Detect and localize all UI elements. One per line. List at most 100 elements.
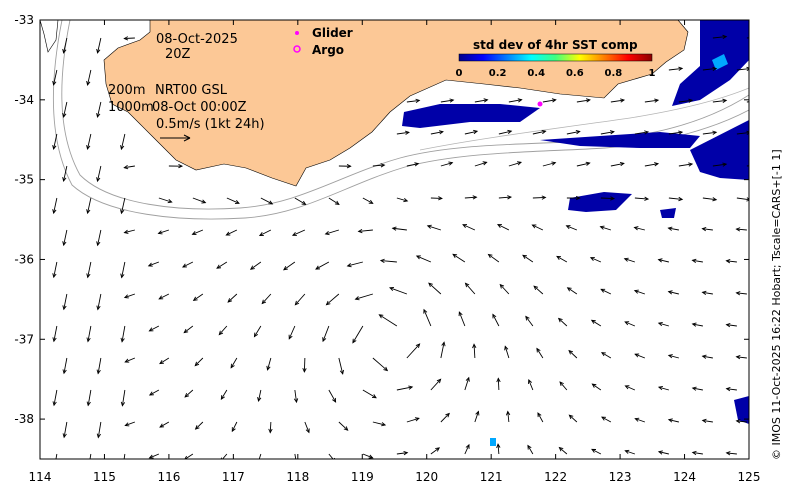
current-vector-head bbox=[701, 354, 707, 359]
current-vector-head bbox=[591, 383, 597, 388]
current-vector bbox=[121, 197, 126, 214]
current-vector-head bbox=[610, 196, 616, 201]
current-vector-head bbox=[415, 343, 421, 349]
current-vector bbox=[125, 357, 136, 363]
current-vector bbox=[347, 261, 363, 267]
current-vector-head bbox=[585, 98, 591, 103]
current-vector bbox=[158, 293, 170, 300]
west-coast-strip bbox=[40, 20, 59, 53]
current-vector-head bbox=[383, 366, 389, 372]
x-tick-label: 122 bbox=[544, 470, 567, 484]
current-vector bbox=[474, 99, 488, 103]
current-vector-head bbox=[414, 162, 420, 167]
current-vector bbox=[193, 293, 204, 301]
current-vector bbox=[591, 319, 602, 327]
current-vector-head bbox=[575, 130, 581, 135]
current-vector-head bbox=[735, 355, 741, 360]
current-vector bbox=[635, 418, 646, 423]
current-vector bbox=[258, 389, 262, 402]
product-label: NRT00 GSL bbox=[155, 83, 228, 98]
y-tick-label: -38 bbox=[14, 412, 34, 426]
current-vector bbox=[567, 287, 578, 295]
current-vector-head bbox=[389, 286, 395, 291]
current-vector-head bbox=[522, 254, 528, 259]
current-vector-head bbox=[722, 162, 728, 167]
product-time-label: 08-Oct 00:00Z bbox=[152, 100, 247, 115]
current-vector-head bbox=[86, 209, 91, 215]
current-vector bbox=[542, 99, 556, 103]
current-vector-head bbox=[667, 290, 673, 295]
current-vector bbox=[527, 445, 534, 455]
current-vector bbox=[600, 131, 614, 135]
current-vector bbox=[736, 68, 749, 71]
current-vector-head bbox=[725, 451, 731, 456]
current-vector-head bbox=[525, 315, 530, 321]
current-vector bbox=[97, 165, 102, 182]
current-vector-head bbox=[449, 98, 455, 103]
current-vector bbox=[542, 162, 556, 167]
current-vector bbox=[601, 416, 612, 423]
x-tick-label: 118 bbox=[286, 470, 309, 484]
current-vector bbox=[634, 290, 646, 295]
current-vector bbox=[464, 196, 477, 199]
current-vector bbox=[427, 225, 442, 231]
current-vector bbox=[392, 227, 407, 231]
current-vector-head bbox=[667, 354, 673, 359]
sst-patch-southeast bbox=[690, 120, 749, 180]
current-vector-head bbox=[667, 418, 673, 423]
current-vector bbox=[294, 197, 306, 205]
current-vector bbox=[591, 448, 602, 455]
current-vector-head bbox=[600, 288, 606, 293]
current-vector-head bbox=[62, 177, 67, 183]
current-vector-head bbox=[325, 300, 331, 306]
current-vector-head bbox=[230, 363, 235, 369]
current-vector bbox=[148, 261, 160, 267]
current-vector bbox=[269, 421, 272, 433]
current-vector bbox=[440, 342, 445, 359]
current-vector bbox=[533, 285, 544, 295]
current-vector-head bbox=[158, 295, 164, 300]
current-vector-head bbox=[624, 449, 630, 454]
current-vector-head bbox=[757, 35, 761, 38]
current-vector-head bbox=[96, 305, 101, 311]
x-tick-label: 123 bbox=[609, 470, 632, 484]
current-vector bbox=[406, 99, 420, 103]
legend-argo-symbol bbox=[293, 45, 301, 53]
current-vector bbox=[194, 357, 204, 366]
current-vector bbox=[559, 447, 568, 455]
current-vector-head bbox=[249, 265, 255, 270]
current-vector bbox=[372, 421, 386, 426]
sst-stddev-patches bbox=[402, 20, 749, 446]
current-vector bbox=[624, 258, 636, 263]
sst-patch-south-dot bbox=[490, 438, 496, 446]
current-vector-head bbox=[722, 34, 728, 40]
current-vector bbox=[736, 420, 747, 423]
current-vector-head bbox=[86, 273, 91, 279]
current-vector bbox=[440, 99, 454, 103]
current-vector bbox=[322, 325, 330, 342]
sst-patch-east bbox=[672, 20, 749, 106]
current-vector bbox=[149, 453, 160, 459]
current-vector bbox=[372, 164, 385, 167]
current-vector bbox=[726, 324, 737, 327]
current-vector-head bbox=[499, 283, 505, 289]
current-vector bbox=[416, 255, 432, 263]
current-vector bbox=[726, 452, 737, 455]
current-vector bbox=[195, 421, 204, 430]
current-vector bbox=[338, 421, 349, 431]
current-vector bbox=[668, 131, 683, 135]
current-vector-head bbox=[556, 255, 562, 260]
current-vector bbox=[430, 378, 441, 391]
current-vector bbox=[532, 224, 544, 231]
current-vector bbox=[97, 229, 102, 246]
current-vector bbox=[644, 99, 659, 103]
current-vector bbox=[497, 378, 500, 391]
current-vector-head bbox=[657, 386, 663, 391]
current-vector bbox=[406, 343, 420, 359]
current-vector bbox=[406, 417, 420, 423]
current-vector bbox=[220, 389, 228, 400]
current-vector bbox=[668, 291, 679, 295]
x-axis: 114 115 116 117 118 119 120 121 122 123 124 125 bbox=[29, 20, 760, 484]
current-vector-head bbox=[227, 298, 233, 303]
current-vector-head bbox=[266, 365, 271, 371]
